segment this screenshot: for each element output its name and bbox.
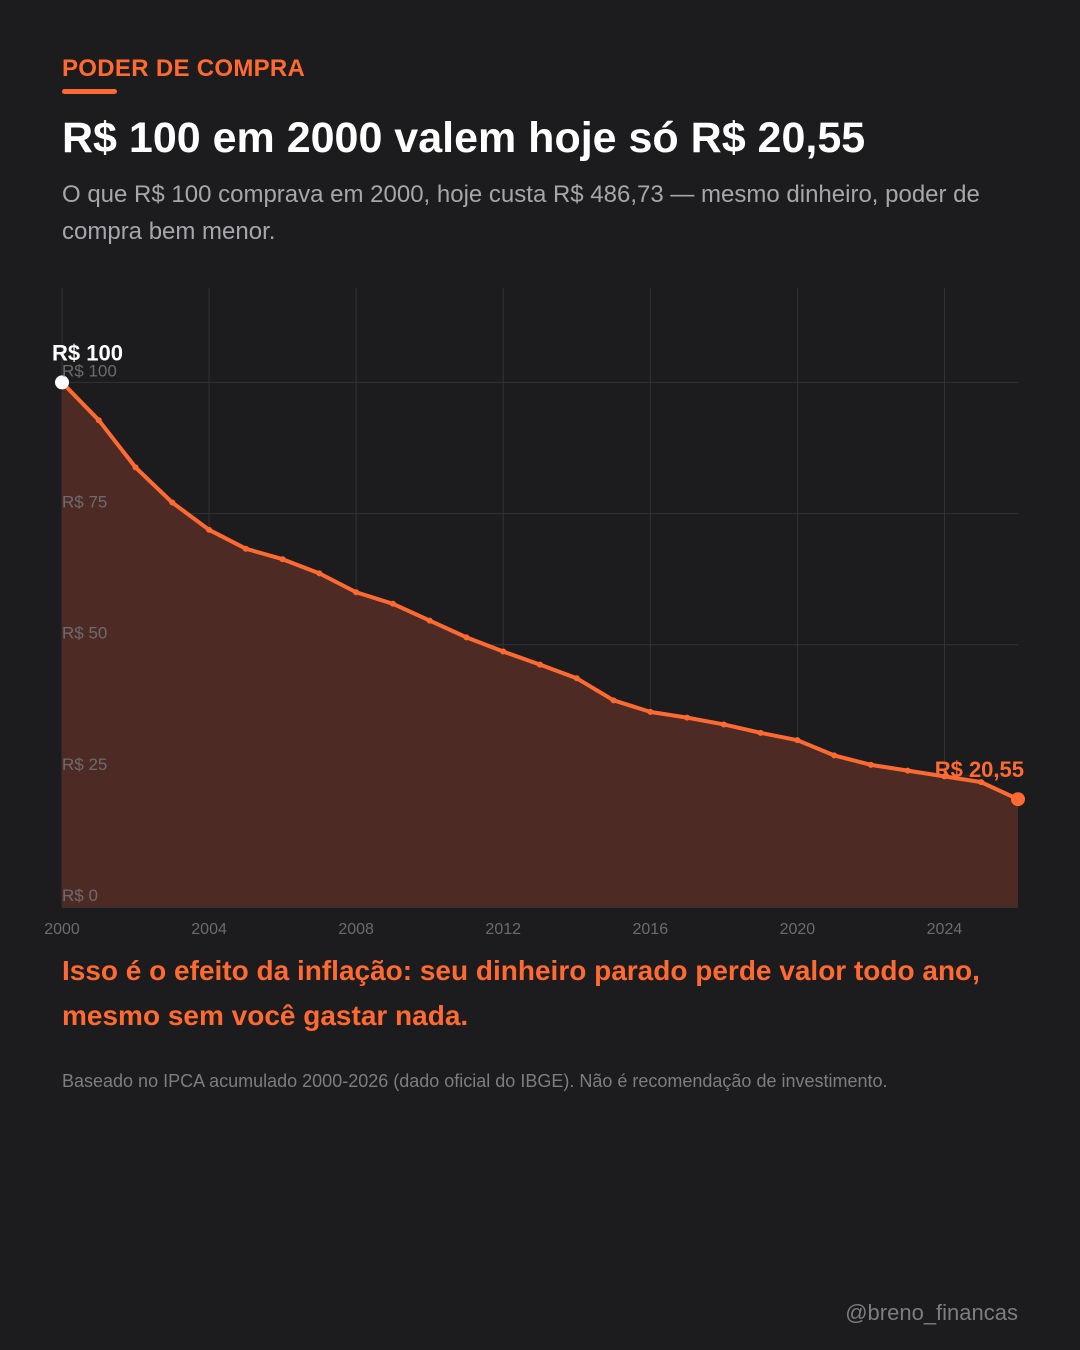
x-tick-label: 2012 xyxy=(485,921,521,938)
x-tick-label: 2008 xyxy=(338,921,374,938)
x-tick-label: 2004 xyxy=(191,921,227,938)
data-point xyxy=(353,589,360,596)
y-tick-label: R$ 100 xyxy=(62,361,117,380)
data-point xyxy=(242,545,249,552)
x-tick-label: 2016 xyxy=(633,921,669,938)
source-footnote: Baseado no IPCA acumulado 2000-2026 (dad… xyxy=(62,1071,888,1091)
data-point xyxy=(831,752,838,759)
data-point xyxy=(573,675,580,682)
data-point xyxy=(647,708,654,715)
eyebrow-label: PODER DE COMPRA xyxy=(62,55,306,82)
start-value-label: R$ 100 xyxy=(52,340,123,365)
page-subtitle: O que R$ 100 comprava em 2000, hoje cust… xyxy=(62,181,980,245)
end-value-label: R$ 20,55 xyxy=(935,757,1024,782)
data-point xyxy=(389,600,396,607)
marks-layer xyxy=(55,375,1025,807)
data-point xyxy=(904,767,911,774)
data-point xyxy=(169,499,176,506)
x-tick-label: 2024 xyxy=(927,921,963,938)
data-point xyxy=(206,526,213,533)
data-point xyxy=(537,661,543,668)
y-tick-label: R$ 75 xyxy=(62,493,107,512)
data-point xyxy=(941,773,948,780)
end-point-marker xyxy=(1011,792,1025,807)
data-point xyxy=(279,556,286,563)
data-point xyxy=(867,761,874,768)
y-tick-label: R$ 0 xyxy=(62,886,98,905)
y-tick-label: R$ 50 xyxy=(62,624,107,643)
data-point xyxy=(720,721,727,728)
data-point xyxy=(316,570,323,577)
area-layer xyxy=(62,382,1018,908)
data-point xyxy=(95,417,102,424)
data-point xyxy=(500,648,507,655)
labels-layer: 2000 2004 2008 2012 2016 2020 2024 R$ 0 R$ 25 R$ … xyxy=(44,340,1024,938)
data-point xyxy=(978,779,985,786)
data-point xyxy=(794,737,801,744)
data-point xyxy=(757,729,764,736)
x-tick-label: 2020 xyxy=(780,921,816,938)
page-title: R$ 100 em 2000 valem hoje só R$ 20,55 xyxy=(62,114,866,162)
data-point xyxy=(132,464,139,471)
purchasing-power-chart: 2000 2004 2008 2012 2016 2020 2024 R$ 0 R$ 25 R$ … xyxy=(44,288,1025,938)
data-point xyxy=(610,697,617,704)
x-tick-label: 2000 xyxy=(44,921,80,938)
data-point xyxy=(684,714,691,721)
data-point xyxy=(463,634,470,641)
start-point-marker xyxy=(55,375,69,390)
area-fill xyxy=(62,382,1018,908)
y-tick-label: R$ 25 xyxy=(62,755,107,774)
eyebrow-underline xyxy=(62,89,117,94)
callout-text: Isso é o efeito da inflação: seu dinheir… xyxy=(62,955,980,1031)
data-point xyxy=(426,617,433,624)
author-handle: @breno_financas xyxy=(845,1300,1018,1325)
